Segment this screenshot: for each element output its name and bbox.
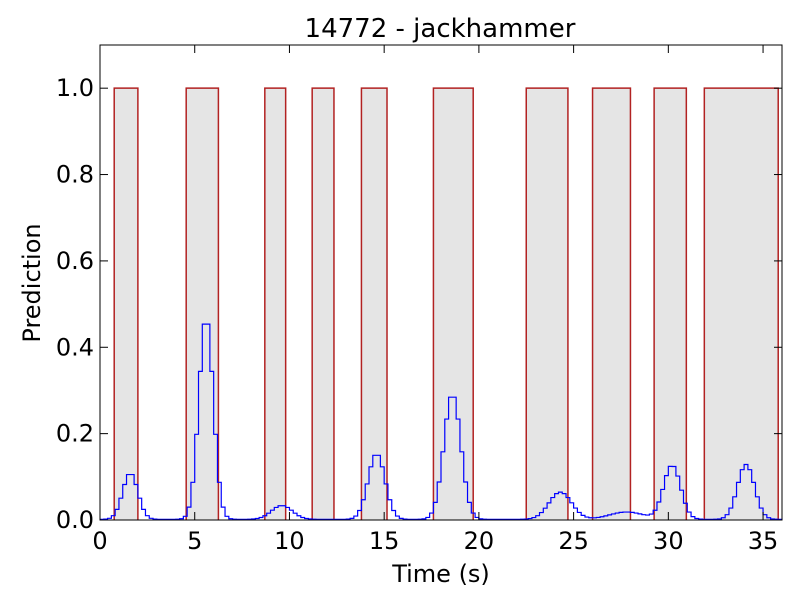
y-tick-label: 0.8 (56, 161, 94, 189)
y-tick-label: 1.0 (56, 74, 94, 102)
ground-truth-segment-9 (654, 88, 687, 520)
x-tick-label: 20 (464, 527, 495, 555)
ground-truth-segment-7 (526, 88, 568, 520)
x-tick-label: 10 (274, 527, 305, 555)
x-tick-label: 5 (187, 527, 202, 555)
ground-truth-outline-10 (703, 87, 779, 520)
x-tick-label: 25 (558, 527, 589, 555)
x-axis: 0 5 10 15 20 25 30 35 (92, 45, 778, 555)
ground-truth-outline-3 (264, 87, 287, 520)
prediction-line (100, 323, 783, 520)
ground-truth-segment-2 (186, 88, 219, 520)
x-tick-label: 0 (92, 527, 107, 555)
ground-truth-segment-8 (592, 88, 631, 520)
plot-frame (99, 44, 783, 521)
ground-truth-outline-4 (311, 87, 335, 520)
ground-truth-segment-6 (433, 88, 474, 520)
ground-truth-outline-8 (591, 87, 632, 520)
y-axis: 0.0 0.2 0.4 0.6 0.8 1.0 (56, 74, 782, 534)
ground-truth-outline-9 (653, 87, 688, 520)
ground-truth-outline-7 (525, 87, 569, 520)
ground-truth-outline-5 (360, 87, 388, 520)
x-tick-label: 30 (653, 527, 684, 555)
ground-truth-segment-5 (361, 88, 388, 520)
x-axis-label: Time (s) (391, 560, 490, 588)
y-tick-label: 0.2 (56, 420, 94, 448)
ground-truth-segment-3 (264, 88, 286, 520)
ground-truth-outline-6 (432, 87, 474, 520)
x-tick-label: 35 (748, 527, 779, 555)
prediction-layer (100, 323, 783, 520)
ground-truth-outline-2 (185, 87, 220, 520)
y-axis-label: Prediction (18, 223, 46, 342)
ground-truth-segment-4 (312, 88, 334, 520)
y-tick-label: 0.0 (56, 506, 94, 534)
ground-truth-segment-1 (114, 88, 138, 520)
chart-title: 14772 - jackhammer (305, 14, 576, 44)
ground-truth-layer (113, 87, 779, 520)
y-tick-label: 0.6 (56, 247, 94, 275)
x-tick-label: 15 (369, 527, 400, 555)
y-tick-label: 0.4 (56, 333, 94, 361)
ground-truth-outline-1 (113, 87, 139, 520)
ground-truth-segment-10 (704, 88, 779, 520)
